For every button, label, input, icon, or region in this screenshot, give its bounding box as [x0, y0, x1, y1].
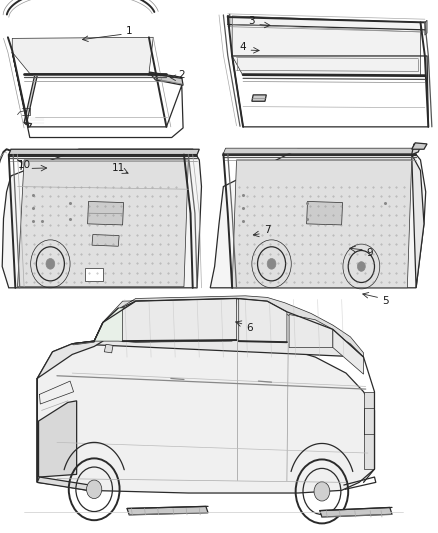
Polygon shape	[127, 506, 208, 515]
Polygon shape	[2, 149, 201, 288]
Polygon shape	[412, 143, 427, 149]
Polygon shape	[92, 235, 119, 246]
Polygon shape	[232, 16, 420, 76]
Circle shape	[46, 259, 55, 269]
Polygon shape	[72, 298, 364, 357]
Text: 2: 2	[178, 70, 185, 79]
Polygon shape	[12, 37, 153, 74]
Polygon shape	[103, 296, 364, 357]
Polygon shape	[210, 149, 426, 288]
Circle shape	[357, 262, 365, 271]
Polygon shape	[37, 341, 374, 493]
Polygon shape	[94, 298, 237, 342]
Polygon shape	[425, 20, 427, 35]
Text: 11: 11	[112, 163, 125, 173]
Circle shape	[267, 259, 276, 269]
Polygon shape	[239, 298, 287, 342]
Text: 3: 3	[248, 17, 255, 26]
Polygon shape	[149, 72, 183, 85]
Polygon shape	[228, 14, 230, 27]
Polygon shape	[88, 201, 124, 225]
Polygon shape	[39, 401, 77, 477]
Polygon shape	[18, 160, 188, 287]
Circle shape	[87, 480, 102, 498]
Polygon shape	[123, 298, 237, 342]
Polygon shape	[223, 148, 418, 154]
Text: 1: 1	[126, 26, 133, 36]
Polygon shape	[412, 155, 424, 288]
Polygon shape	[307, 201, 343, 225]
Text: 4: 4	[240, 42, 247, 52]
Polygon shape	[252, 95, 266, 101]
Polygon shape	[232, 160, 412, 288]
Polygon shape	[37, 477, 90, 490]
Polygon shape	[364, 392, 374, 469]
Text: 5: 5	[382, 296, 389, 306]
Circle shape	[314, 482, 330, 501]
Polygon shape	[24, 74, 37, 125]
Text: 6: 6	[246, 323, 253, 333]
Polygon shape	[37, 322, 103, 482]
Polygon shape	[412, 144, 420, 155]
Text: 9: 9	[367, 248, 374, 258]
Polygon shape	[9, 149, 199, 155]
Polygon shape	[320, 507, 392, 517]
Polygon shape	[333, 329, 364, 374]
Polygon shape	[104, 344, 113, 353]
Polygon shape	[72, 322, 105, 345]
Text: 10: 10	[18, 160, 31, 170]
Bar	[85, 268, 103, 281]
Polygon shape	[289, 314, 333, 348]
Text: 7: 7	[264, 225, 271, 235]
